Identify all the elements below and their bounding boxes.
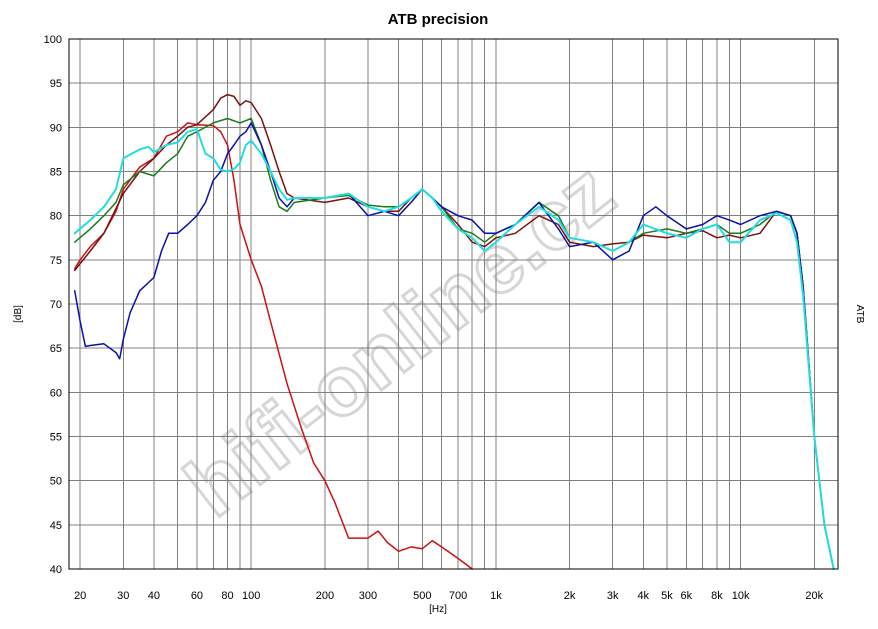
tick-labels: 40 45 50 55 60 65 70 75 80 85 90 95 100 20 30 40 60 80 100… [44, 34, 824, 602]
chart-title: ATB precision [388, 11, 489, 28]
x-tick-label: 700 [449, 590, 467, 602]
x-tick-label: 1k [490, 590, 502, 602]
x-axis-label: [Hz] [429, 604, 447, 615]
y-tick-label: 85 [50, 167, 62, 179]
x-tick-label: 4k [637, 590, 649, 602]
x-tick-label: 5k [661, 590, 673, 602]
x-tick-label: 20 [74, 590, 86, 602]
y-tick-label: 50 [50, 476, 62, 488]
x-tick-label: 60 [191, 590, 203, 602]
y-tick-label: 55 [50, 432, 62, 444]
y-tick-label: 65 [50, 343, 62, 355]
x-tick-label: 2k [564, 590, 576, 602]
x-tick-label: 100 [242, 590, 260, 602]
y-tick-label: 60 [50, 387, 62, 399]
x-tick-label: 6k [681, 590, 693, 602]
x-tick-label: 80 [221, 590, 233, 602]
y-tick-label: 75 [50, 255, 62, 267]
series-line [73, 122, 473, 570]
y-tick-label: 70 [50, 299, 62, 311]
right-axis-label: ATB [854, 305, 865, 324]
y-tick-label: 100 [44, 34, 62, 46]
x-tick-label: 10k [732, 590, 750, 602]
y-axis-label: [dB] [13, 305, 24, 323]
y-tick-label: 40 [50, 564, 62, 576]
y-tick-label: 90 [50, 122, 62, 134]
x-tick-label: 200 [316, 590, 334, 602]
series-line [73, 128, 835, 570]
x-tick-label: 20k [805, 590, 823, 602]
y-tick-label: 95 [50, 78, 62, 90]
x-tick-label: 500 [413, 590, 431, 602]
y-tick-label: 80 [50, 211, 62, 223]
y-tick-label: 45 [50, 520, 62, 532]
x-tick-label: 8k [711, 590, 723, 602]
grid [69, 38, 838, 570]
curves [73, 93, 835, 570]
x-tick-label: 30 [117, 590, 129, 602]
x-tick-label: 3k [607, 590, 619, 602]
x-tick-label: 40 [148, 590, 160, 602]
plot-frame [68, 38, 839, 570]
x-tick-label: 300 [359, 590, 377, 602]
